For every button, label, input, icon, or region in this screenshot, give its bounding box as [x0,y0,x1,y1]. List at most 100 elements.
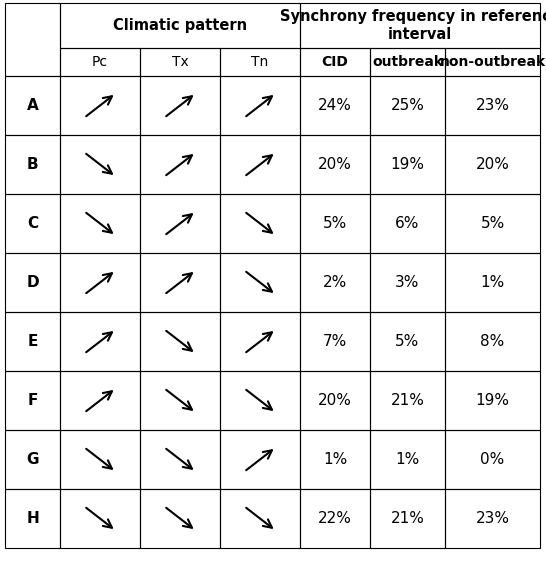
Text: 25%: 25% [390,98,424,113]
Text: Climatic pattern: Climatic pattern [113,18,247,33]
Bar [220,48,300,76]
Bar [300,3,540,48]
Text: 5%: 5% [480,216,505,231]
Text: 5%: 5% [323,216,347,231]
Bar [60,312,140,371]
Bar [5,76,60,135]
Text: 6%: 6% [395,216,420,231]
Bar [140,135,220,194]
Bar [445,430,540,489]
Bar [220,135,300,194]
Text: E: E [27,334,38,349]
Bar [370,489,445,548]
Bar [370,194,445,253]
Bar [300,371,370,430]
Bar [5,430,60,489]
Bar [300,489,370,548]
Bar [60,489,140,548]
Bar [140,76,220,135]
Text: 7%: 7% [323,334,347,349]
Bar [370,48,445,76]
Text: 19%: 19% [476,393,509,408]
Bar [60,253,140,312]
Bar [5,253,60,312]
Bar [220,194,300,253]
Bar [370,312,445,371]
Text: A: A [27,98,38,113]
Bar [445,253,540,312]
Bar [370,371,445,430]
Bar [60,76,140,135]
Text: G: G [26,452,39,467]
Bar [445,489,540,548]
Text: 3%: 3% [395,275,420,290]
Bar [445,194,540,253]
Bar [370,76,445,135]
Text: 20%: 20% [318,393,352,408]
Bar [445,371,540,430]
Bar [60,135,140,194]
Bar [5,489,60,548]
Text: CID: CID [322,55,348,69]
Bar [60,371,140,430]
Text: 20%: 20% [476,157,509,172]
Text: H: H [26,511,39,526]
Text: 1%: 1% [323,452,347,467]
Text: 2%: 2% [323,275,347,290]
Bar [60,430,140,489]
Text: 21%: 21% [390,393,424,408]
Bar [220,253,300,312]
Bar [5,135,60,194]
Bar [140,48,220,76]
Bar [445,76,540,135]
Bar [300,135,370,194]
Bar [5,3,60,76]
Text: 8%: 8% [480,334,505,349]
Bar [445,135,540,194]
Text: 5%: 5% [395,334,420,349]
Bar [300,76,370,135]
Bar [140,312,220,371]
Bar [140,489,220,548]
Text: 0%: 0% [480,452,505,467]
Bar [140,253,220,312]
Bar [300,48,370,76]
Bar [300,430,370,489]
Bar [60,3,300,48]
Bar [140,371,220,430]
Bar [300,253,370,312]
Text: 1%: 1% [480,275,505,290]
Text: outbreak: outbreak [372,55,443,69]
Text: 22%: 22% [318,511,352,526]
Bar [60,48,140,76]
Bar [445,312,540,371]
Text: 1%: 1% [395,452,420,467]
Text: 20%: 20% [318,157,352,172]
Text: 21%: 21% [390,511,424,526]
Text: 23%: 23% [476,98,509,113]
Bar [60,194,140,253]
Bar [140,194,220,253]
Bar [220,312,300,371]
Text: Synchrony frequency in reference
interval: Synchrony frequency in reference interva… [280,9,546,42]
Bar [445,48,540,76]
Bar [5,371,60,430]
Text: F: F [27,393,38,408]
Text: Tx: Tx [171,55,188,69]
Bar [300,312,370,371]
Bar [370,135,445,194]
Text: D: D [26,275,39,290]
Bar [5,312,60,371]
Bar [220,489,300,548]
Bar [140,430,220,489]
Text: 24%: 24% [318,98,352,113]
Text: B: B [27,157,38,172]
Bar [370,253,445,312]
Bar [370,430,445,489]
Text: non-outbreak: non-outbreak [440,55,545,69]
Text: C: C [27,216,38,231]
Bar [5,194,60,253]
Bar [220,76,300,135]
Text: 19%: 19% [390,157,424,172]
Text: Pc: Pc [92,55,108,69]
